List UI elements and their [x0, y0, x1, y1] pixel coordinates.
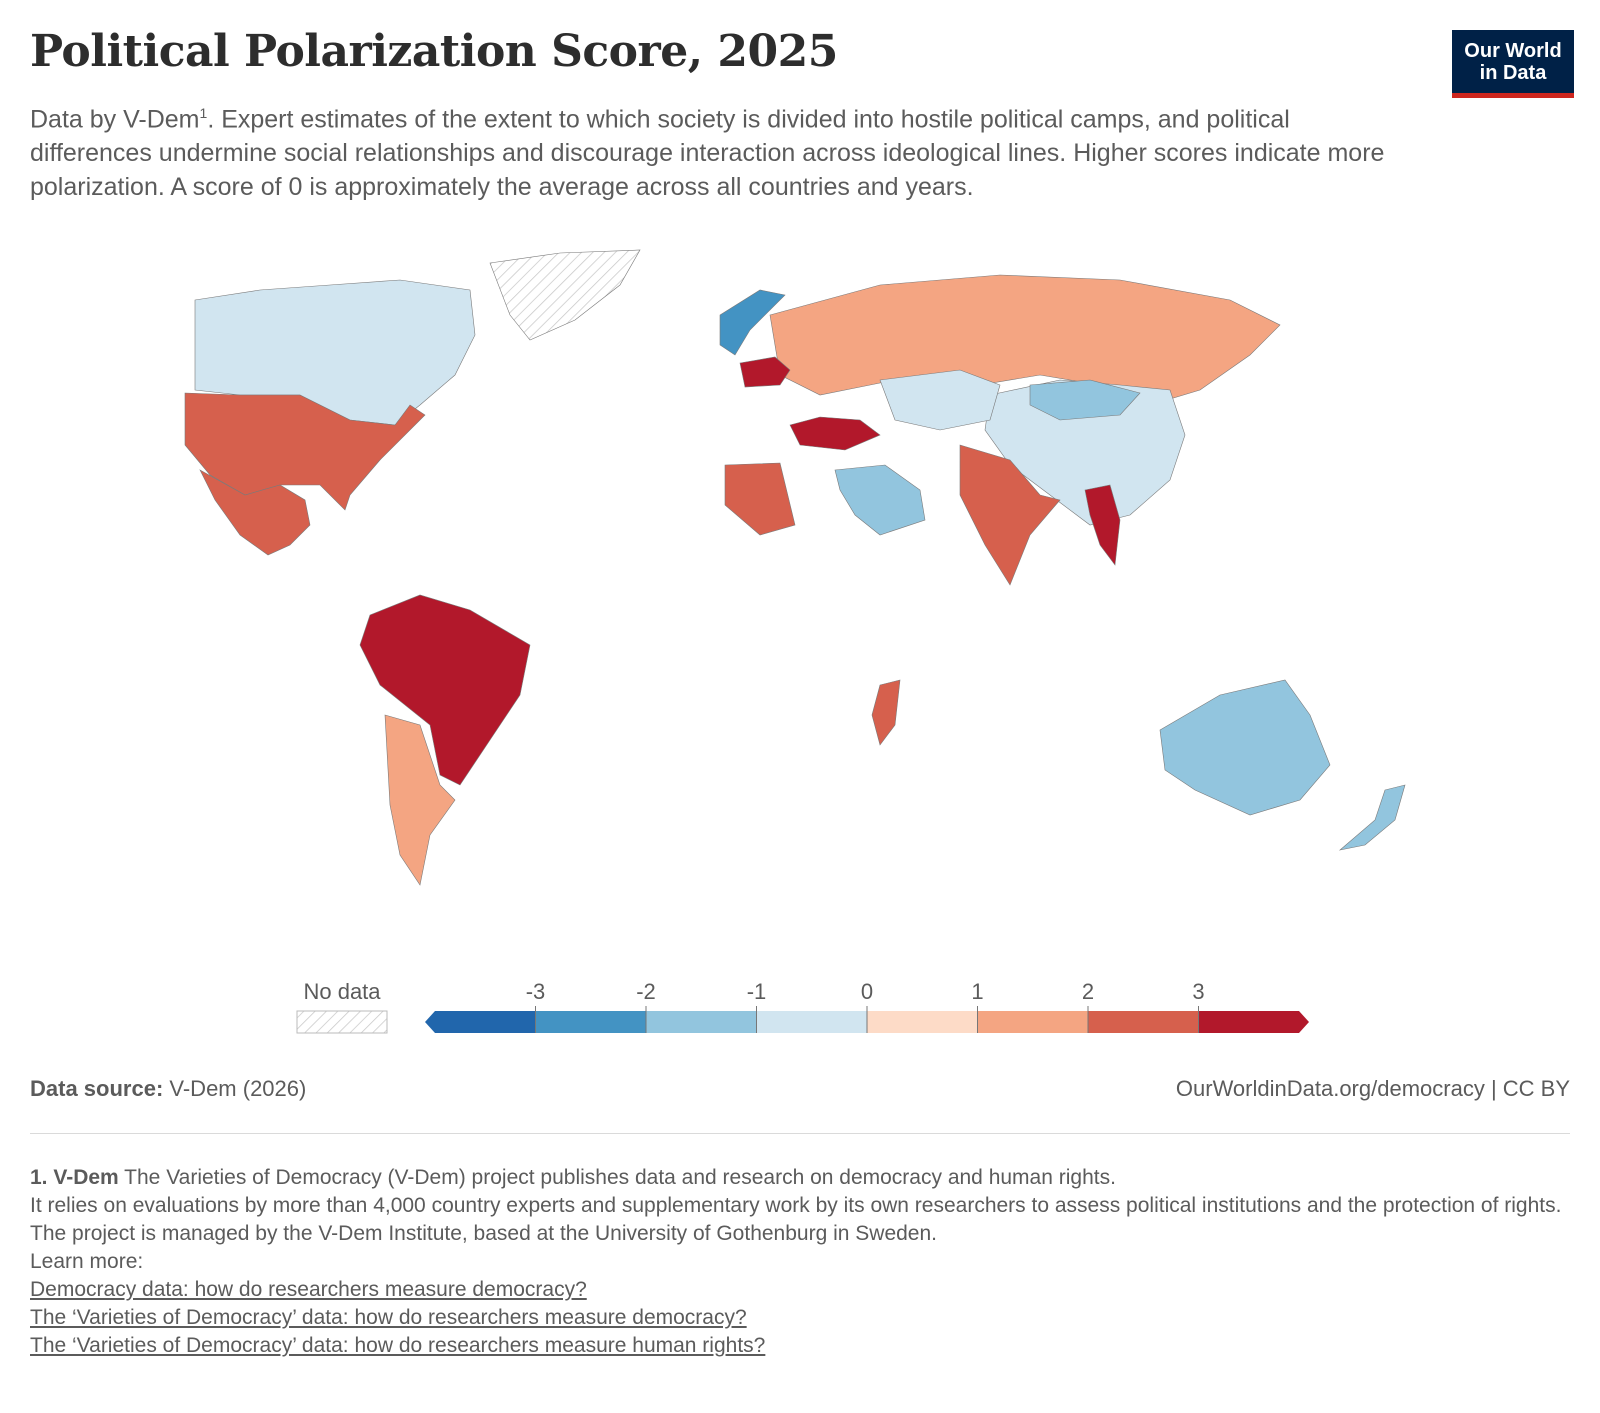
- note-text-4: Learn more:: [30, 1250, 144, 1273]
- legend-tick-label: 2: [1082, 979, 1094, 1004]
- chart-subtitle: Data by V-Dem1. Expert estimates of the …: [30, 96, 1400, 204]
- country-india[interactable]: [959, 444, 1061, 586]
- legend-tick-label: -2: [636, 979, 656, 1004]
- legend-tick-label: 3: [1192, 979, 1204, 1004]
- owid-url[interactable]: OurWorldinData.org/democracy | CC BY: [1175, 1076, 1570, 1101]
- note-text-3: The project is managed by the V-Dem Inst…: [30, 1222, 937, 1245]
- world-map: [184, 249, 1406, 886]
- country-mexico[interactable]: [199, 469, 311, 556]
- source-label: Data source:: [30, 1076, 164, 1101]
- country-turkey[interactable]: [789, 416, 881, 451]
- country-australia[interactable]: [1159, 679, 1331, 816]
- country-myanmar[interactable]: [1084, 484, 1121, 566]
- country-brazil[interactable]: [359, 594, 531, 786]
- country-poland[interactable]: [739, 356, 791, 388]
- legend-tick-label: -3: [526, 979, 546, 1004]
- country-argentina[interactable]: [384, 714, 456, 886]
- divider: [30, 1133, 1570, 1134]
- legend-bin-7[interactable]: [1198, 1011, 1310, 1033]
- footnote-ref[interactable]: 1: [199, 105, 208, 121]
- legend-bin-1[interactable]: [535, 1011, 647, 1033]
- legend-bin-5[interactable]: [977, 1011, 1089, 1033]
- legend-no-data-swatch: [296, 1010, 388, 1034]
- country-madagascar[interactable]: [871, 679, 901, 746]
- legend-no-data-label: No data: [303, 979, 381, 1004]
- country-norway[interactable]: [719, 289, 786, 356]
- source-value[interactable]: V-Dem (2026): [163, 1076, 307, 1101]
- note-text-2: It relies on evaluations by more than 4,…: [30, 1194, 1562, 1217]
- color-legend: No data -3 -2 -1 0 1 2 3: [296, 979, 1310, 1034]
- country-libya[interactable]: [724, 462, 796, 536]
- legend-bin-6[interactable]: [1088, 1011, 1199, 1033]
- country-russia[interactable]: [769, 274, 1281, 406]
- country-saudi-arabia[interactable]: [834, 464, 926, 536]
- logo-line1: Our World: [1464, 40, 1562, 62]
- country-new-zealand[interactable]: [1338, 784, 1406, 851]
- legend-bin-0[interactable]: [425, 1011, 536, 1033]
- chart-title: Political Polarization Score, 2025: [30, 26, 838, 77]
- legend-tick-label: 1: [971, 979, 983, 1004]
- country-mongolia[interactable]: [1029, 379, 1141, 421]
- subtitle-text: . Expert estimates of the extent to whic…: [30, 105, 1385, 202]
- country-kazakhstan[interactable]: [879, 369, 1001, 431]
- owid-logo[interactable]: Our World in Data: [1452, 30, 1574, 98]
- note-paragraph-1: 1. V-Dem The Varieties of Democracy (V-D…: [30, 1164, 1570, 1192]
- note-text-1: The Varieties of Democracy (V-Dem) proje…: [118, 1166, 1116, 1189]
- legend-tick-label: -1: [747, 979, 767, 1004]
- data-source: Data source: V-Dem (2026): [30, 1076, 306, 1102]
- subtitle-prefix: Data by V-Dem: [30, 105, 200, 134]
- country-greenland[interactable]: [489, 249, 641, 341]
- note-ref: 1. V-Dem: [30, 1166, 119, 1189]
- legend-bin-3[interactable]: [756, 1011, 868, 1033]
- logo-line2: in Data: [1479, 62, 1547, 84]
- legend-bin-4[interactable]: [867, 1011, 978, 1033]
- legend-bin-2[interactable]: [646, 1011, 757, 1033]
- footnotes: 1. V-Dem The Varieties of Democracy (V-D…: [30, 1164, 1570, 1360]
- link-democracy-data[interactable]: Democracy data: how do researchers measu…: [30, 1278, 587, 1301]
- legend-tick-label: 0: [861, 979, 873, 1004]
- link-vdem-human-rights[interactable]: The ‘Varieties of Democracy’ data: how d…: [30, 1334, 766, 1357]
- link-vdem-democracy[interactable]: The ‘Varieties of Democracy’ data: how d…: [30, 1306, 747, 1329]
